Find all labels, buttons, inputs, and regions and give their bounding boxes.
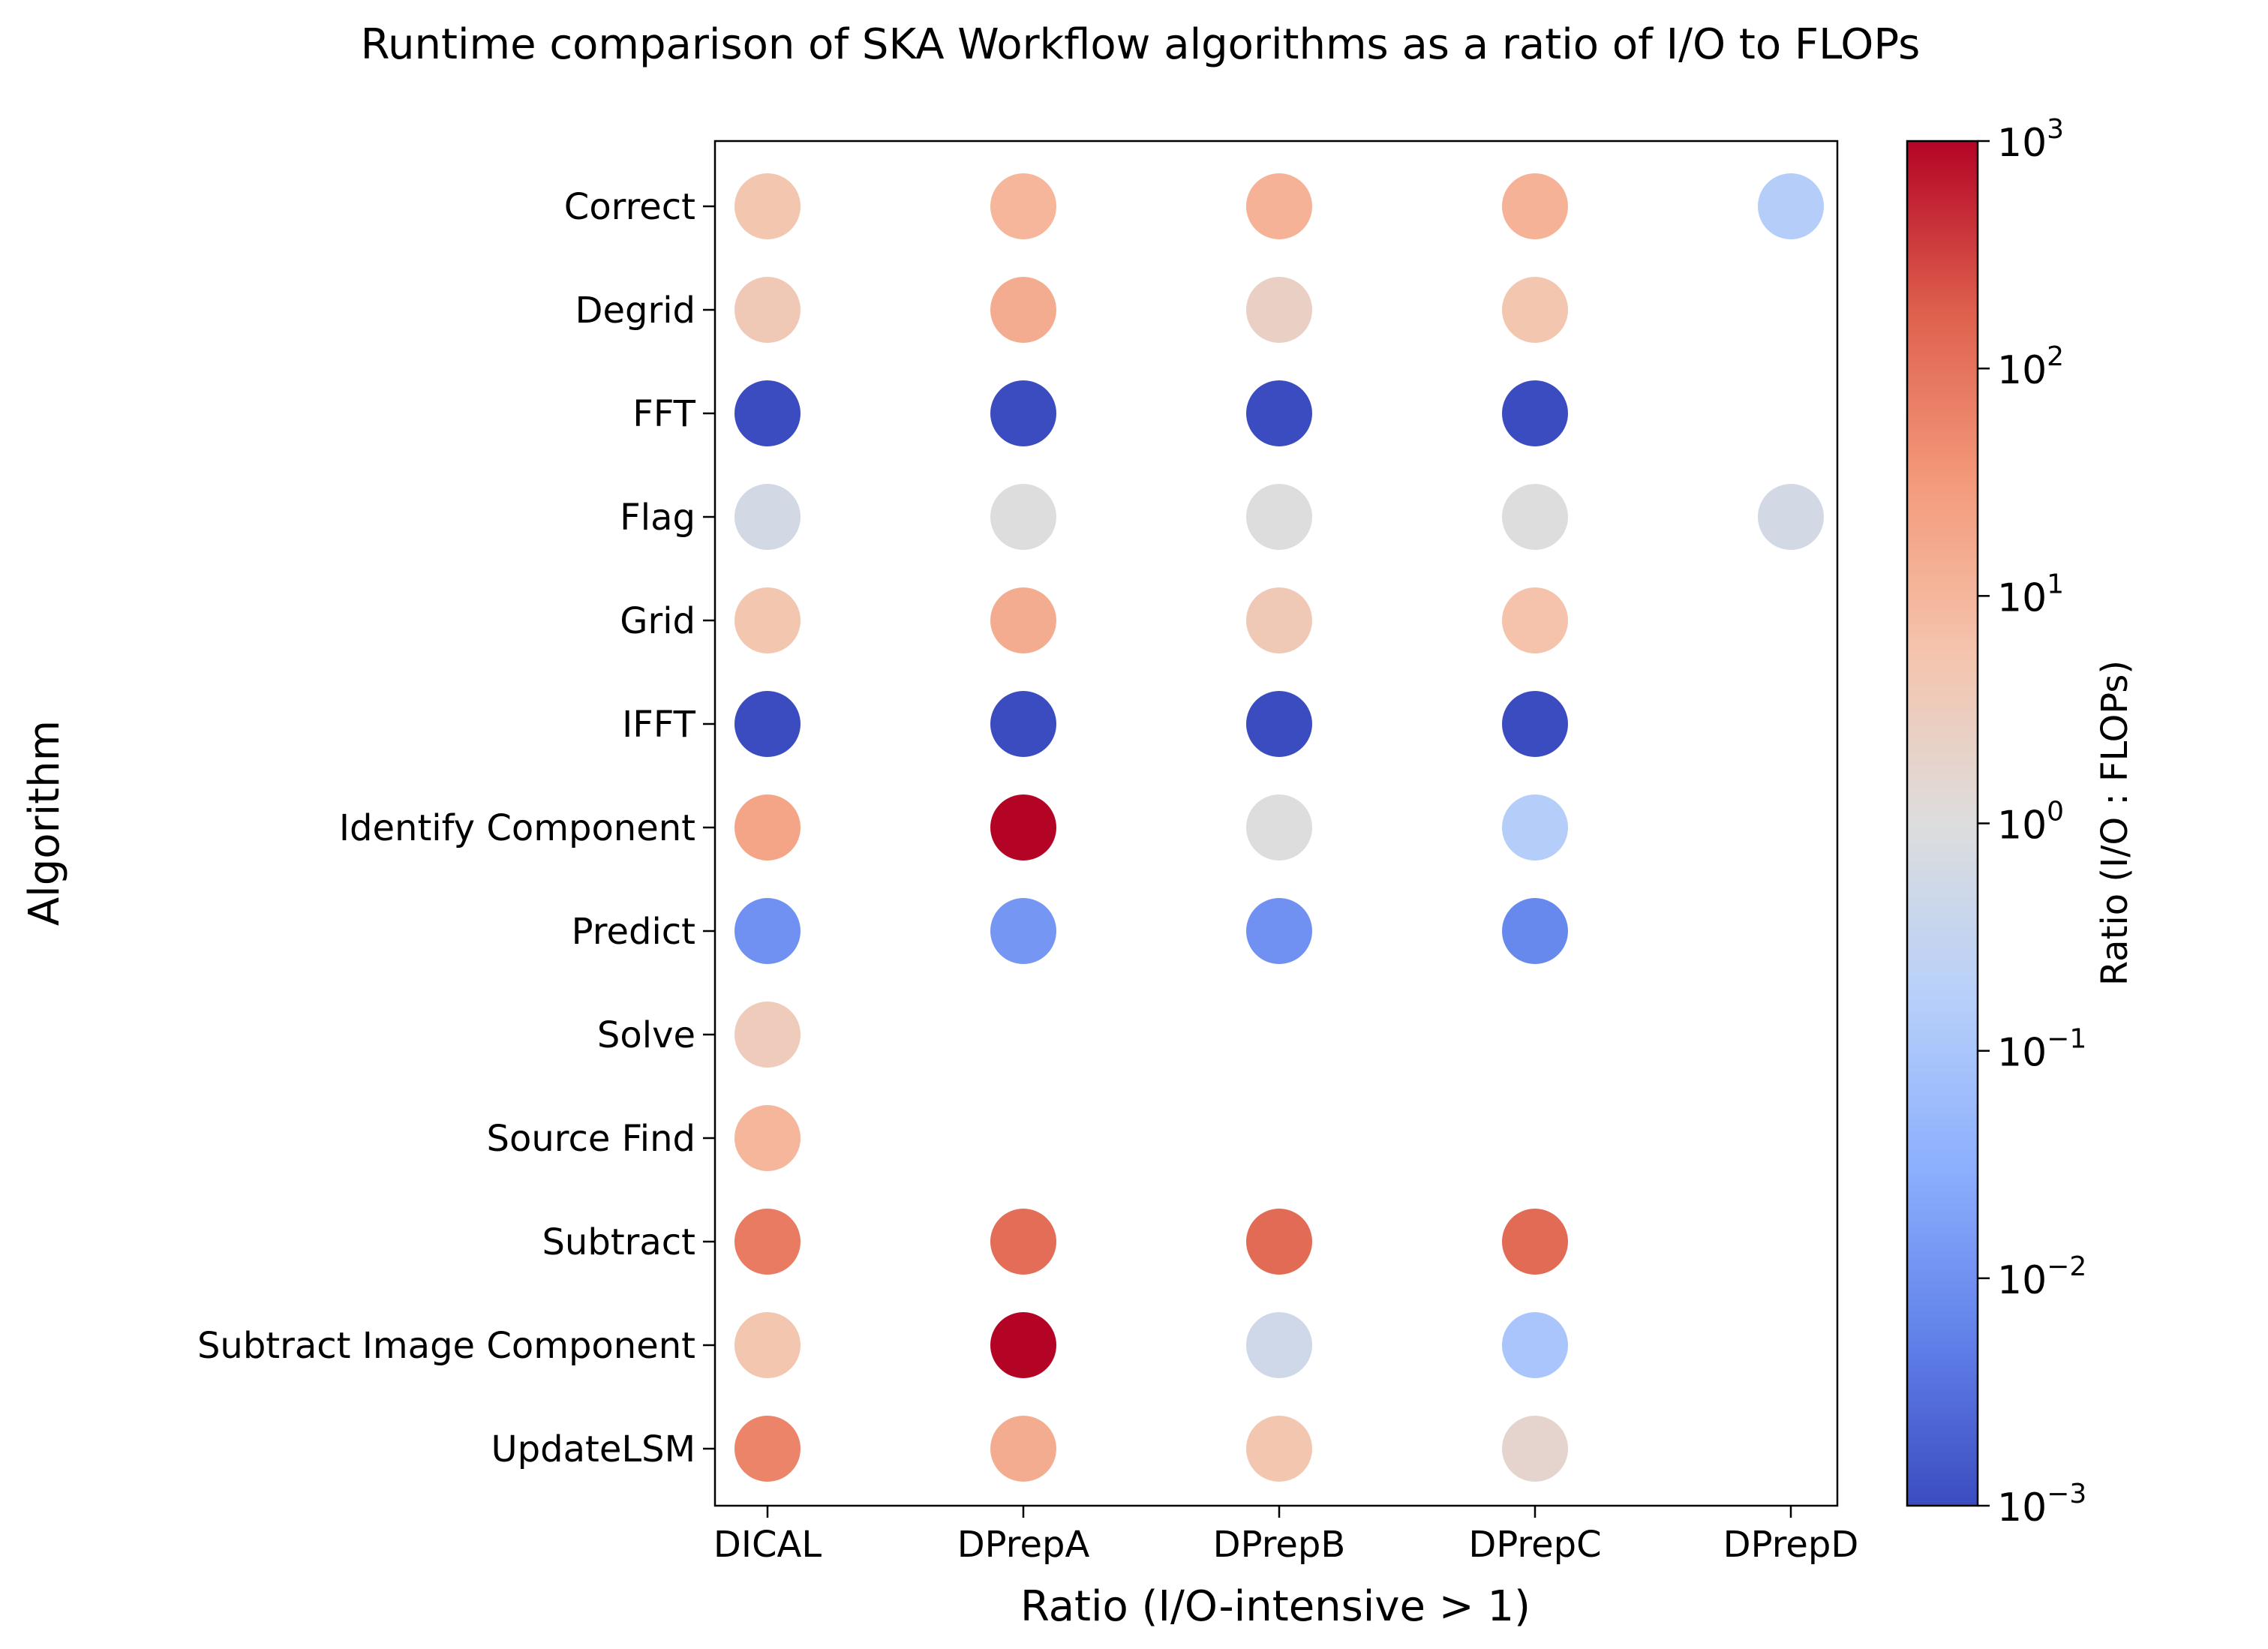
- data-point: [734, 1002, 801, 1068]
- y-tick-label: UpdateLSM: [491, 1428, 695, 1470]
- data-point: [990, 484, 1056, 550]
- data-point: [990, 898, 1056, 964]
- data-point: [1246, 484, 1312, 550]
- y-tick-label: FFT: [632, 393, 695, 435]
- x-tick-label: DPrepA: [957, 1524, 1090, 1566]
- data-point: [1246, 794, 1312, 861]
- data-point: [734, 484, 801, 550]
- data-point: [734, 1416, 801, 1482]
- data-point: [734, 277, 801, 343]
- data-point: [734, 1105, 801, 1171]
- data-point: [1246, 173, 1312, 239]
- y-tick-label: Predict: [572, 911, 695, 953]
- data-point: [1502, 1209, 1568, 1275]
- x-tick-label: DPrepB: [1213, 1524, 1346, 1566]
- data-point: [990, 691, 1056, 757]
- data-point: [734, 691, 801, 757]
- data-point: [990, 1209, 1056, 1275]
- y-tick-label: IFFT: [622, 704, 696, 746]
- y-axis: Correct Degrid FFT Flag Grid IFFT Identify Com…: [197, 186, 715, 1470]
- data-point: [1502, 173, 1568, 239]
- data-point: [734, 380, 801, 446]
- y-tick-label: Subtract Image Component: [197, 1325, 695, 1367]
- data-point: [734, 1312, 801, 1378]
- data-point: [1246, 380, 1312, 446]
- colorbar-tick-label: 101: [1997, 569, 2064, 620]
- data-point: [990, 1312, 1056, 1378]
- data-point: [1502, 691, 1568, 757]
- data-point: [1502, 587, 1568, 653]
- x-tick-label: DPrepD: [1723, 1524, 1859, 1566]
- data-point: [1502, 1312, 1568, 1378]
- data-point: [1758, 173, 1824, 239]
- colorbar-ticks: 10−3 10−2 10−1 100 101 102 103: [1978, 114, 2086, 1530]
- plot-frame: [713, 140, 1839, 1507]
- data-point: [1502, 898, 1568, 964]
- data-point: [990, 173, 1056, 239]
- data-point: [1246, 1416, 1312, 1482]
- data-point: [1502, 484, 1568, 550]
- chart-title: Runtime comparison of SKA Workflow algor…: [361, 20, 1921, 69]
- x-axis: DICAL DPrepA DPrepB DPrepC DPrepD: [713, 1506, 1858, 1566]
- data-point: [1502, 380, 1568, 446]
- data-point: [1246, 1209, 1312, 1275]
- colorbar: 10−3 10−2 10−1 100 101 102 103 Ratio (I/O : FL…: [1906, 114, 2136, 1530]
- colorbar-gradient: [1906, 140, 1979, 1507]
- data-point: [1246, 587, 1312, 653]
- x-tick-label: DICAL: [713, 1524, 822, 1566]
- colorbar-tick-label: 10−1: [1997, 1024, 2086, 1076]
- data-point: [1246, 1312, 1312, 1378]
- y-tick-label: Degrid: [575, 290, 696, 332]
- colorbar-tick-label: 102: [1997, 341, 2064, 393]
- data-point: [1246, 277, 1312, 343]
- colorbar-label: Ratio (I/O : FLOPs): [2094, 660, 2136, 986]
- y-tick-label: Identify Component: [339, 807, 695, 849]
- y-tick-label: Correct: [564, 186, 695, 228]
- data-point: [1758, 484, 1824, 550]
- data-point: [990, 380, 1056, 446]
- colorbar-tick-label: 10−3: [1997, 1479, 2086, 1530]
- data-point: [734, 173, 801, 239]
- plot-area: DICAL DPrepA DPrepB DPrepC DPrepD Correct Deg…: [197, 140, 1858, 1566]
- data-point: [734, 898, 801, 964]
- y-tick-label: Solve: [597, 1014, 695, 1056]
- y-axis-label: Algorithm: [20, 720, 69, 926]
- colorbar-tick-label: 10−2: [1997, 1251, 2086, 1303]
- colorbar-tick-label: 103: [1997, 114, 2064, 166]
- x-tick-label: DPrepC: [1468, 1524, 1601, 1566]
- y-tick-label: Flag: [620, 497, 695, 539]
- data-point: [1502, 794, 1568, 861]
- data-point: [990, 794, 1056, 861]
- data-point: [1246, 898, 1312, 964]
- colorbar-tick-label: 100: [1997, 797, 2064, 849]
- data-point: [734, 794, 801, 861]
- data-point: [1246, 691, 1312, 757]
- x-axis-label: Ratio (I/O-intensive > 1): [1020, 1582, 1531, 1631]
- data-point: [1502, 1416, 1568, 1482]
- y-tick-label: Subtract: [542, 1221, 695, 1263]
- data-point: [990, 1416, 1056, 1482]
- data-point: [734, 587, 801, 653]
- data-point: [1502, 277, 1568, 343]
- data-point: [734, 1209, 801, 1275]
- data-point: [990, 587, 1056, 653]
- data-point: [990, 277, 1056, 343]
- y-tick-label: Source Find: [487, 1118, 695, 1160]
- data-points: [734, 173, 1824, 1482]
- y-tick-label: Grid: [620, 600, 695, 642]
